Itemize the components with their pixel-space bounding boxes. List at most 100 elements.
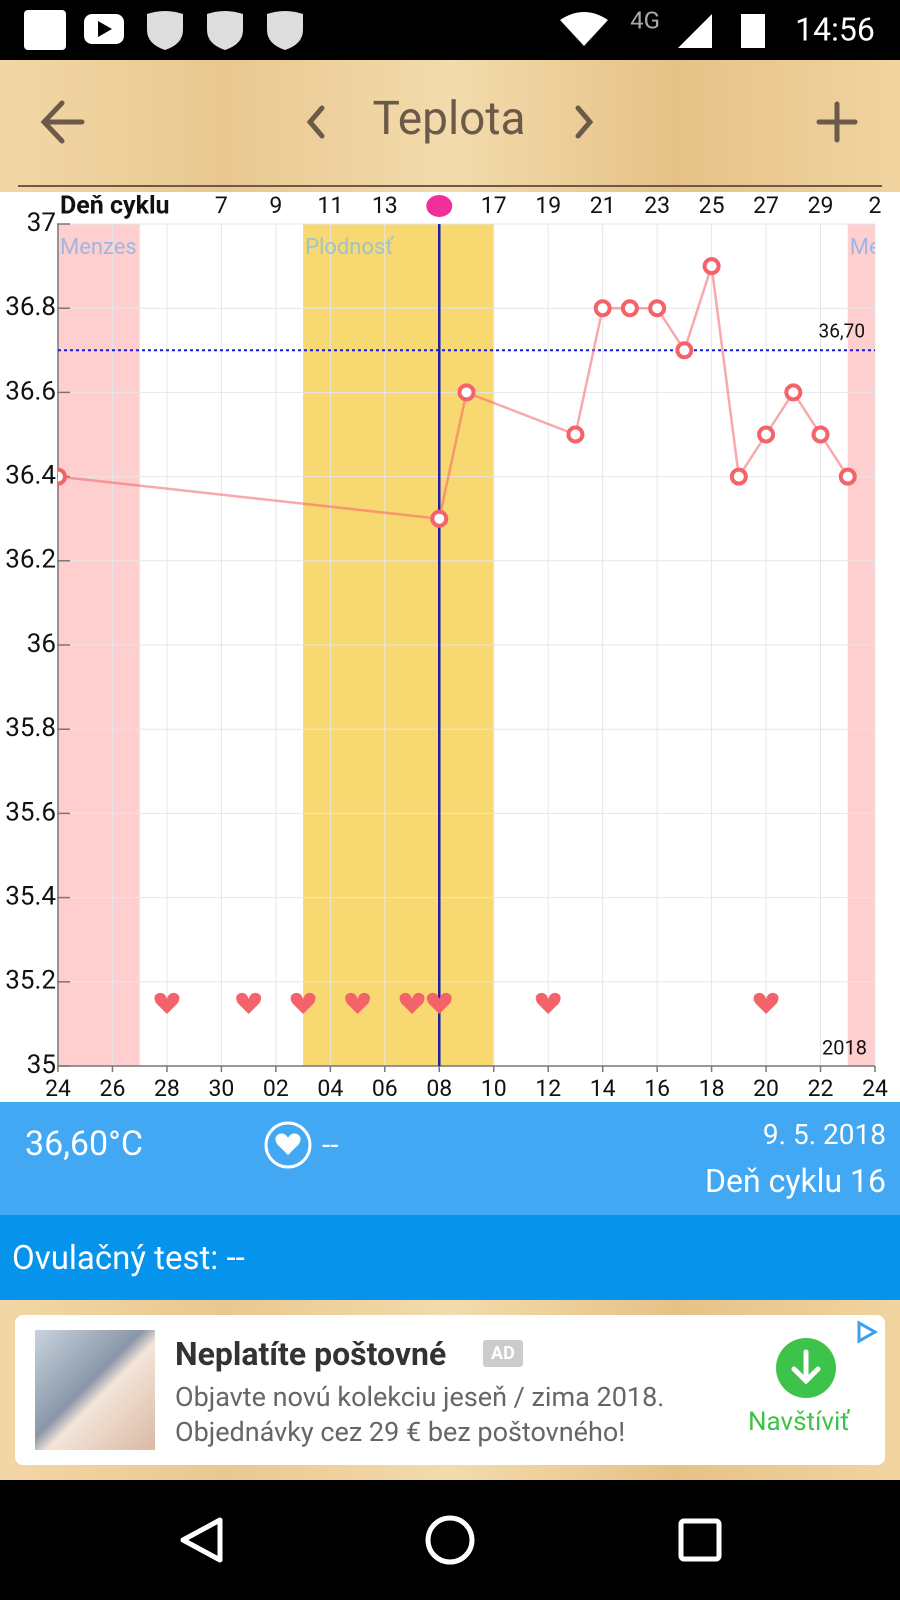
ad-badge: AD: [483, 1340, 523, 1367]
top-tick-label: 21: [590, 192, 616, 219]
top-tick-label: 19: [535, 192, 561, 219]
ad-button[interactable]: Navštíviť: [748, 1407, 850, 1437]
temperature-point: [675, 341, 694, 360]
ad-text: Objednávky cez 29 € bez poštovného!: [175, 1416, 626, 1448]
top-tick-label: 29: [808, 192, 834, 219]
intercourse-heart: [236, 992, 262, 1014]
x-tick-label: 08: [426, 1075, 452, 1102]
top-tick-label: 13: [372, 192, 398, 219]
toolbar: Teplota: [0, 60, 900, 192]
top-tick-label: 17: [481, 192, 507, 219]
intercourse-heart: [154, 992, 180, 1014]
ovulation-test-label: Ovulačný test:: [12, 1239, 219, 1278]
prev-button[interactable]: [306, 105, 325, 139]
temperature-point: [811, 425, 830, 444]
y-tick-label: 36.4: [5, 460, 56, 490]
nav-back[interactable]: [180, 1517, 223, 1563]
y-tick-label: 36.2: [5, 545, 56, 575]
intercourse-icon[interactable]: [263, 1120, 313, 1170]
battery-icon: [741, 14, 765, 48]
intercourse-heart: [399, 992, 425, 1014]
y-tick-label: 36: [27, 629, 56, 659]
signal-icon: [678, 14, 712, 48]
ad-area: Neplatíte poštovné AD Objavte novú kolek…: [0, 1300, 900, 1480]
x-tick-label: 20: [753, 1075, 779, 1102]
nav-recent[interactable]: [678, 1518, 722, 1562]
next-button[interactable]: [575, 105, 594, 139]
temperature-point: [784, 383, 803, 402]
back-button[interactable]: [40, 100, 85, 144]
y-tick-label: 35.2: [5, 966, 56, 996]
x-tick-label: 26: [100, 1075, 126, 1102]
band-label: Menzes: [850, 235, 900, 260]
y-tick-label: 35.6: [5, 797, 56, 827]
ad-text: Objavte novú kolekciu jeseň / zima 2018.: [175, 1381, 665, 1413]
x-tick-label: 04: [317, 1075, 343, 1102]
top-tick-label: 23: [644, 192, 670, 219]
temperature-point: [430, 509, 449, 528]
adchoices-icon[interactable]: [851, 1317, 881, 1347]
x-tick-label: 16: [644, 1075, 670, 1102]
wifi-icon: [560, 12, 608, 46]
shield-icon: [207, 11, 243, 50]
day-info: 36,60°C -- 9. 5. 2018 Deň cyklu 16: [0, 1102, 900, 1215]
temperature-point: [757, 425, 776, 444]
temperature-point: [566, 425, 585, 444]
y-tick-label: 37: [27, 208, 56, 238]
toolbar-icons: Teplota: [18, 92, 882, 187]
ad-download-icon[interactable]: [775, 1337, 837, 1399]
top-tick-label: 27: [753, 192, 779, 219]
y-tick-label: 35.4: [5, 881, 56, 911]
x-tick-label: 14: [590, 1075, 616, 1102]
app-icon: [24, 10, 66, 50]
temperature-chart: Menzes Plodnosť Menzes 35 35.2 35.4 35.6 35.8 3…: [0, 192, 900, 1102]
intercourse-heart: [753, 992, 779, 1014]
ad-title: Neplatíte poštovné: [175, 1335, 447, 1373]
y-tick-label: 36.8: [5, 292, 56, 322]
navigation-bar: [0, 1480, 900, 1600]
nav-home[interactable]: [425, 1515, 475, 1565]
x-tick-label: 24: [45, 1075, 71, 1102]
intercourse-heart: [426, 992, 452, 1014]
shield-icon: [147, 11, 183, 50]
intercourse-heart: [535, 992, 561, 1014]
ad-card[interactable]: Neplatíte poštovné AD Objavte novú kolek…: [15, 1315, 885, 1465]
add-button[interactable]: [816, 101, 858, 143]
intercourse-heart: [290, 992, 316, 1014]
intercourse-value: --: [322, 1128, 339, 1163]
temperature-point: [648, 299, 667, 318]
temperature-point: [457, 383, 476, 402]
temperature-point: [593, 299, 612, 318]
x-tick-label: 24: [862, 1075, 888, 1102]
top-tick-label: 2: [869, 192, 882, 219]
x-tick-label: 02: [263, 1075, 289, 1102]
temperature-point: [838, 467, 857, 486]
band-label: Menzes: [60, 235, 137, 260]
x-tick-label: 22: [808, 1075, 834, 1102]
intercourse-heart: [345, 992, 371, 1014]
ad-image: [35, 1330, 155, 1450]
play-icon: [98, 21, 112, 37]
ovulation-test-row: Ovulačný test: --: [12, 1239, 245, 1278]
top-tick-label: 11: [317, 192, 343, 219]
x-tick-label: 06: [372, 1075, 398, 1102]
x-tick-label: 12: [535, 1075, 561, 1102]
x-tick-label: 18: [699, 1075, 725, 1102]
ovulation-test[interactable]: Ovulačný test: --: [0, 1215, 900, 1300]
temperature-value: 36,60°C: [25, 1124, 143, 1164]
x-tick-label: 10: [481, 1075, 507, 1102]
top-axis-title: Deň cyklu: [60, 192, 170, 221]
y-tick-label: 35: [27, 1050, 56, 1080]
y-tick-label: 36.6: [5, 376, 56, 406]
top-tick-label: 9: [269, 192, 282, 219]
threshold-label: 36,70: [819, 319, 865, 342]
network-type: 4G: [630, 6, 660, 34]
x-tick-label: 30: [208, 1075, 234, 1102]
temperature-point: [702, 257, 721, 276]
screen-title: Teplota: [373, 92, 526, 146]
status-bar: 4G 14:56: [0, 0, 900, 60]
top-tick-label: 7: [215, 192, 228, 219]
ovulation-test-value: --: [226, 1239, 245, 1278]
